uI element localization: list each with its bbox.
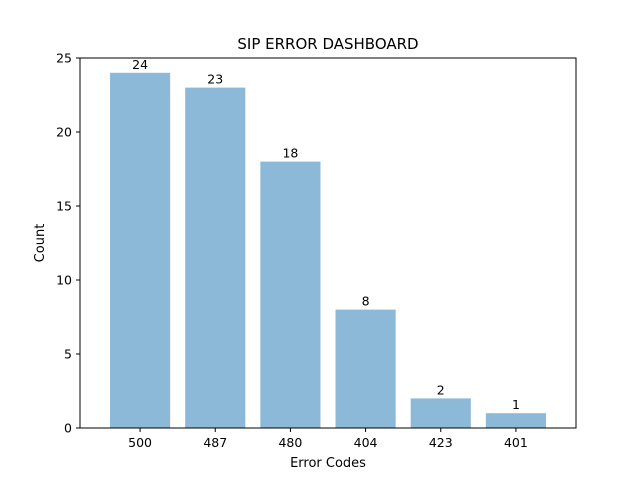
x-tick-label-500: 500 <box>128 435 152 450</box>
bar-423 <box>410 398 471 428</box>
y-tick-label-10: 10 <box>56 273 72 288</box>
data-label-487: 23 <box>207 72 223 87</box>
bar-500 <box>110 72 171 429</box>
x-tick-label-423: 423 <box>429 435 453 450</box>
y-axis: 0 5 10 15 20 25 <box>56 51 80 436</box>
data-label-423: 2 <box>437 382 445 397</box>
y-axis-label: Count <box>33 224 48 263</box>
chart-title: SIP ERROR DASHBOARD <box>237 35 418 53</box>
x-tick-label-401: 401 <box>504 435 528 450</box>
y-tick-label-0: 0 <box>64 421 72 436</box>
x-tick-label-480: 480 <box>278 435 302 450</box>
y-tick-label-25: 25 <box>56 51 72 66</box>
bars-group <box>110 72 546 429</box>
x-tick-label-404: 404 <box>354 435 378 450</box>
x-tick-label-487: 487 <box>203 435 227 450</box>
bar-487 <box>185 87 246 428</box>
x-axis-label: Error Codes <box>290 456 366 471</box>
plot-frame <box>79 57 577 429</box>
data-label-401: 1 <box>512 397 520 412</box>
bar-401 <box>485 413 546 428</box>
data-label-500: 24 <box>132 57 148 72</box>
y-tick-label-15: 15 <box>56 199 72 214</box>
data-labels-group: 24 23 18 8 2 1 <box>132 57 520 412</box>
data-label-404: 8 <box>362 294 370 309</box>
bar-404 <box>335 309 396 428</box>
x-axis: 500 487 480 404 423 401 <box>128 428 528 450</box>
bar-480 <box>260 161 321 428</box>
data-label-480: 18 <box>282 146 298 161</box>
y-tick-label-20: 20 <box>56 125 72 140</box>
y-tick-label-5: 5 <box>64 347 72 362</box>
